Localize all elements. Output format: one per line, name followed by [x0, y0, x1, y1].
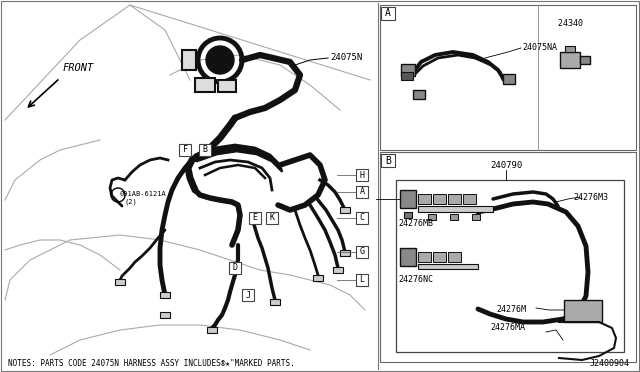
Bar	[418, 252, 431, 262]
Bar	[448, 194, 461, 204]
Bar	[401, 64, 415, 76]
Text: 24075NA: 24075NA	[522, 42, 557, 51]
Bar	[418, 194, 431, 204]
Bar	[160, 312, 170, 318]
Text: ³: ³	[108, 190, 112, 200]
Bar	[450, 214, 458, 220]
Text: D: D	[232, 263, 237, 273]
Bar	[381, 154, 395, 167]
Bar	[433, 194, 446, 204]
Bar	[380, 5, 636, 150]
Bar	[270, 299, 280, 305]
Circle shape	[206, 46, 234, 74]
Bar	[381, 7, 395, 20]
Text: FRONT: FRONT	[63, 63, 94, 73]
Text: 24276M3: 24276M3	[573, 192, 608, 202]
Bar	[115, 279, 125, 285]
Bar	[179, 144, 191, 156]
Text: 24276NC: 24276NC	[398, 276, 433, 285]
Bar	[463, 194, 476, 204]
Text: G: G	[360, 247, 365, 257]
Text: NOTES: PARTS CODE 24075N HARNESS ASSY INCLUDES®★"MARKED PARTS.: NOTES: PARTS CODE 24075N HARNESS ASSY IN…	[8, 359, 295, 368]
Text: 24276MA: 24276MA	[490, 323, 525, 331]
Text: B: B	[202, 145, 207, 154]
Bar	[160, 292, 170, 298]
Text: (2): (2)	[125, 199, 138, 205]
Bar	[207, 327, 217, 333]
Bar	[249, 212, 261, 224]
Bar	[199, 144, 211, 156]
Bar	[396, 180, 624, 352]
Bar	[448, 252, 461, 262]
Bar	[418, 206, 493, 212]
Bar	[503, 74, 515, 84]
Text: 24276MB: 24276MB	[398, 219, 433, 228]
Text: J: J	[246, 291, 250, 299]
Bar	[340, 250, 350, 256]
Bar	[580, 56, 590, 64]
Bar	[400, 248, 416, 266]
Text: 24276M: 24276M	[496, 305, 526, 314]
Bar	[313, 275, 323, 281]
Bar	[356, 212, 368, 224]
Bar	[413, 90, 425, 99]
Bar	[560, 52, 580, 68]
Text: E: E	[253, 214, 257, 222]
Bar	[564, 300, 602, 322]
Text: L: L	[360, 276, 365, 285]
Bar	[356, 169, 368, 181]
Bar	[472, 214, 480, 220]
Bar	[400, 190, 416, 208]
Bar	[433, 252, 446, 262]
Text: 240790: 240790	[490, 161, 522, 170]
Bar	[404, 212, 412, 218]
Bar	[182, 50, 196, 70]
Bar	[218, 80, 236, 92]
Text: K: K	[269, 214, 275, 222]
Text: 091AB-6121A: 091AB-6121A	[120, 191, 167, 197]
Bar	[380, 152, 636, 362]
Bar	[266, 212, 278, 224]
Bar	[340, 207, 350, 213]
Bar	[356, 274, 368, 286]
Text: H: H	[360, 170, 365, 180]
Text: J2400904: J2400904	[590, 359, 630, 368]
Bar	[356, 246, 368, 258]
Text: 24075N: 24075N	[330, 52, 362, 61]
Bar	[356, 186, 368, 198]
Bar	[242, 289, 254, 301]
Bar	[418, 264, 478, 269]
Bar	[229, 262, 241, 274]
Text: A: A	[385, 9, 391, 19]
Text: B: B	[385, 155, 391, 166]
Text: C: C	[360, 214, 365, 222]
Text: A: A	[360, 187, 365, 196]
Bar	[565, 46, 575, 52]
Text: 24340: 24340	[553, 19, 583, 28]
Bar	[401, 72, 413, 80]
Bar	[428, 214, 436, 220]
Text: F: F	[182, 145, 188, 154]
Bar	[333, 267, 343, 273]
Bar	[195, 78, 215, 92]
